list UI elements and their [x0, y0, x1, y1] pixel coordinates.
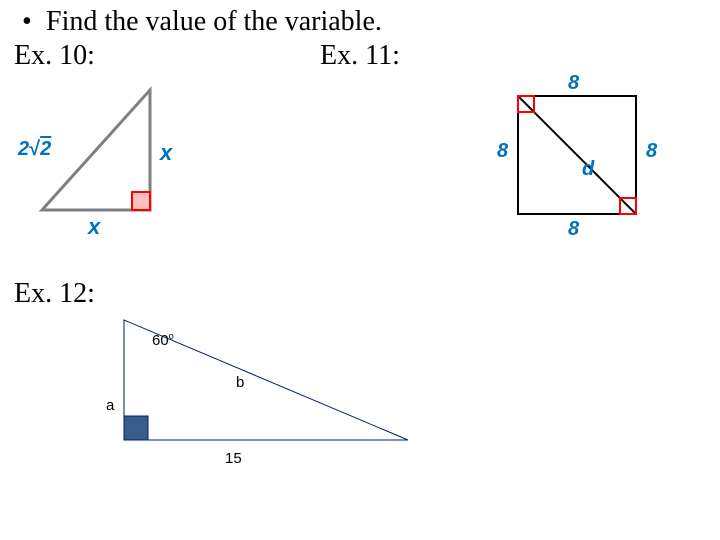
ex12-label-b: b [236, 374, 244, 391]
ex12-heading: Ex. 12: [14, 278, 95, 310]
title-text: Find the value of the variable. [46, 6, 382, 38]
slide: • Find the value of the variable. Ex. 10… [0, 0, 720, 540]
ex12-label-base: 15 [225, 450, 242, 467]
ex10-label-x-base: x [88, 214, 100, 240]
ex12-angle-label: 60o [152, 331, 174, 349]
bullet: • [22, 6, 32, 38]
ex11-heading: Ex. 11: [320, 40, 400, 72]
ex11-label-diag: d [582, 158, 594, 181]
ex11-label-top: 8 [568, 72, 579, 95]
ex11-label-left: 8 [497, 140, 508, 163]
ex11-label-right: 8 [646, 140, 657, 163]
ex10-label-x-vert: x [160, 140, 172, 166]
ex10-label-hyp: 2√2 [18, 138, 51, 161]
ex12-label-a: a [106, 397, 114, 414]
ex10-heading: Ex. 10: [14, 40, 95, 72]
ex11-label-bottom: 8 [568, 218, 579, 241]
ex12-diagram [96, 310, 436, 500]
